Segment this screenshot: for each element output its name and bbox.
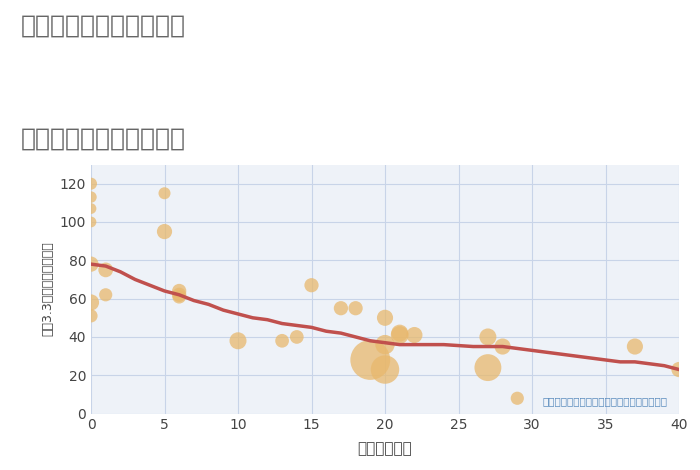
Point (482, 364, 493, 371)
Point (85, 260, 97, 268)
Point (232, 337, 244, 345)
Point (394, 331, 405, 339)
Point (85, 205, 97, 212)
Point (673, 366, 685, 373)
Point (350, 305, 361, 312)
X-axis label: 築年数（年）: 築年数（年） (358, 441, 412, 456)
Point (174, 287, 185, 295)
Text: 築年数別中古戸建て価格: 築年数別中古戸建て価格 (21, 127, 186, 151)
Point (174, 291, 185, 298)
Point (159, 228, 170, 235)
Point (365, 356, 376, 364)
Point (335, 305, 346, 312)
Point (100, 291, 111, 298)
Point (85, 312, 97, 320)
Point (379, 341, 391, 348)
Point (276, 337, 288, 345)
Y-axis label: 坪（3.3㎡）単価（万円）: 坪（3.3㎡）単価（万円） (41, 242, 54, 337)
Point (291, 333, 302, 341)
Point (394, 329, 405, 337)
Point (379, 366, 391, 373)
Point (100, 266, 111, 274)
Point (379, 314, 391, 321)
Point (512, 394, 523, 402)
Point (497, 343, 508, 350)
Point (306, 282, 317, 289)
Point (85, 218, 97, 226)
Point (174, 293, 185, 300)
Point (85, 193, 97, 201)
Text: 円の大きさは、取引のあった物件面積を示す: 円の大きさは、取引のあった物件面積を示す (542, 396, 667, 406)
Point (482, 333, 493, 341)
Point (629, 343, 641, 350)
Point (85, 299, 97, 306)
Point (85, 180, 97, 188)
Point (159, 189, 170, 197)
Point (409, 331, 420, 339)
Text: 三重県四日市市高角町の: 三重県四日市市高角町の (21, 14, 186, 38)
